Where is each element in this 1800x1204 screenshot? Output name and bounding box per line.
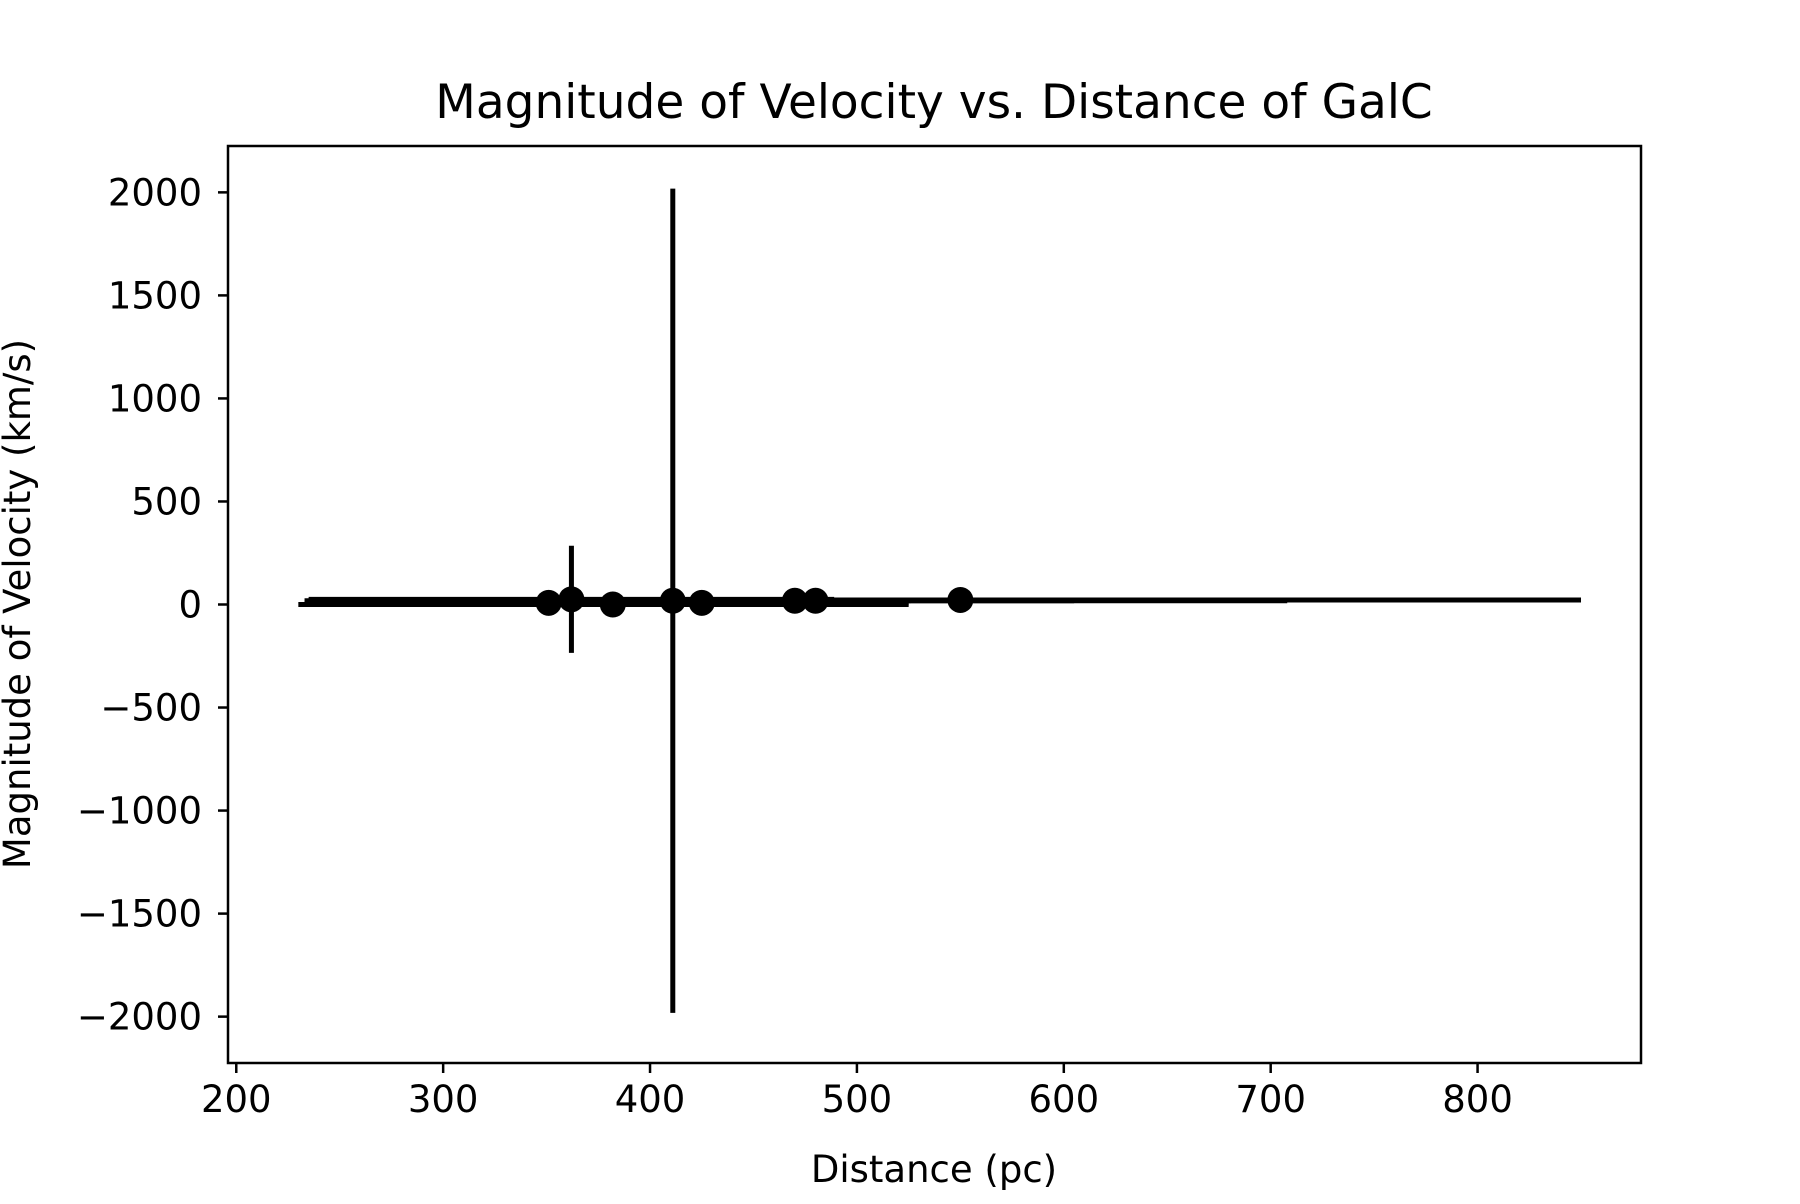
data-point — [688, 589, 715, 616]
data-point — [802, 587, 829, 614]
x-tick-label: 400 — [615, 1078, 686, 1121]
data-point — [535, 589, 562, 616]
y-axis-label: Magnitude of Velocity (km/s) — [0, 339, 39, 869]
y-tick-label: 1000 — [108, 377, 202, 420]
x-tick-label: 200 — [201, 1078, 272, 1121]
y-tick-label: −2000 — [77, 996, 202, 1039]
y-tick-label: 0 — [178, 584, 202, 627]
x-tick-label: 500 — [822, 1078, 893, 1121]
data-point — [947, 586, 974, 613]
chart-title: Magnitude of Velocity vs. Distance of Ga… — [435, 75, 1432, 130]
y-tick-label: 1500 — [108, 274, 202, 317]
x-ticks-layer: 200 300 400 500 600 700 800 — [201, 1063, 1513, 1121]
data-point — [558, 586, 585, 613]
x-axis-label: Distance (pc) — [811, 1148, 1057, 1191]
y-tick-label: −1000 — [77, 790, 202, 833]
data-point — [599, 591, 626, 618]
errorbars-layer — [298, 188, 1582, 1013]
y-tick-label: −1500 — [77, 893, 202, 936]
y-ticks-layer: 2000 1500 1000 500 0 −500 −1000 −1500 −2000 — [77, 171, 228, 1039]
data-point — [781, 587, 808, 614]
x-tick-label: 800 — [1442, 1078, 1513, 1121]
y-tick-label: 500 — [131, 480, 202, 523]
points-layer — [535, 586, 974, 618]
x-tick-label: 700 — [1235, 1078, 1306, 1121]
x-tick-label: 300 — [408, 1078, 479, 1121]
x-tick-label: 600 — [1028, 1078, 1099, 1121]
data-point — [659, 587, 686, 614]
y-tick-label: 2000 — [108, 171, 202, 214]
y-tick-label: −500 — [100, 687, 202, 730]
